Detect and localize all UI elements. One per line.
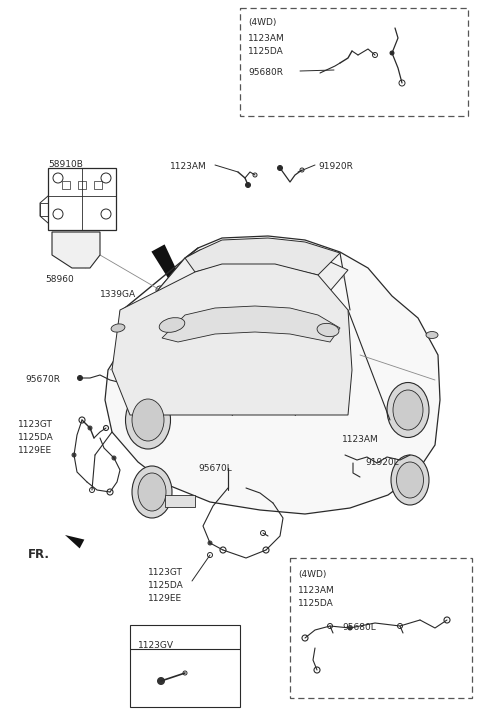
Polygon shape [264, 300, 276, 400]
Bar [290, 558, 472, 698]
Circle shape [72, 453, 76, 457]
Text: 58910B: 58910B [48, 160, 83, 169]
Text: 1125DA: 1125DA [248, 47, 284, 56]
Ellipse shape [426, 331, 438, 338]
Circle shape [157, 678, 165, 685]
Bar [78, 181, 86, 189]
Bar [94, 181, 102, 189]
Text: (4WD): (4WD) [298, 570, 326, 579]
Text: 1123AM: 1123AM [342, 435, 379, 444]
Circle shape [77, 376, 83, 380]
Text: 1125DA: 1125DA [298, 599, 334, 608]
Bar [165, 495, 195, 507]
Circle shape [112, 456, 116, 460]
Bar [130, 625, 240, 707]
Ellipse shape [159, 318, 185, 333]
Ellipse shape [132, 466, 172, 518]
Circle shape [244, 486, 248, 490]
Text: 1123AM: 1123AM [170, 162, 207, 171]
Polygon shape [151, 244, 218, 358]
Ellipse shape [387, 382, 429, 438]
Ellipse shape [396, 462, 423, 498]
Circle shape [365, 455, 369, 459]
Ellipse shape [111, 324, 125, 332]
Bar [62, 181, 70, 189]
Circle shape [390, 51, 394, 55]
Polygon shape [375, 379, 394, 462]
Ellipse shape [138, 473, 166, 511]
Bar [48, 168, 116, 230]
Text: 1125DA: 1125DA [18, 433, 54, 442]
Circle shape [277, 166, 283, 171]
Ellipse shape [393, 390, 423, 430]
Text: 1123AM: 1123AM [248, 34, 285, 43]
Text: 1123GV: 1123GV [138, 641, 174, 650]
Polygon shape [185, 238, 340, 275]
Text: 91920L: 91920L [365, 458, 398, 467]
Circle shape [385, 455, 389, 459]
Polygon shape [52, 232, 100, 268]
Bar [240, 8, 468, 116]
Text: 58960: 58960 [45, 275, 74, 284]
Ellipse shape [317, 323, 339, 337]
Circle shape [245, 182, 251, 187]
Text: (4WD): (4WD) [248, 18, 276, 27]
Text: 1123GT: 1123GT [18, 420, 53, 429]
Text: 1129EE: 1129EE [148, 594, 182, 603]
Polygon shape [65, 535, 84, 549]
Polygon shape [112, 264, 352, 415]
Polygon shape [162, 306, 340, 342]
Circle shape [348, 626, 352, 630]
Circle shape [90, 252, 96, 258]
Circle shape [88, 426, 92, 430]
Ellipse shape [391, 455, 429, 505]
Text: 1339GA: 1339GA [100, 290, 136, 299]
Bar [40, 203, 48, 216]
Text: 1129EE: 1129EE [18, 446, 52, 455]
Text: 1123AM: 1123AM [298, 586, 335, 595]
Ellipse shape [125, 391, 170, 449]
Circle shape [208, 541, 212, 545]
Text: 91920R: 91920R [318, 162, 353, 171]
Text: 95680L: 95680L [342, 623, 376, 632]
Text: 95670R: 95670R [25, 375, 60, 384]
Polygon shape [105, 236, 440, 514]
Text: 1123GT: 1123GT [148, 568, 183, 577]
Text: 95680R: 95680R [248, 68, 283, 77]
Text: 95670L: 95670L [198, 464, 232, 473]
Polygon shape [128, 248, 348, 338]
Ellipse shape [132, 399, 164, 441]
Text: FR.: FR. [28, 548, 50, 561]
Text: 1125DA: 1125DA [148, 581, 184, 590]
